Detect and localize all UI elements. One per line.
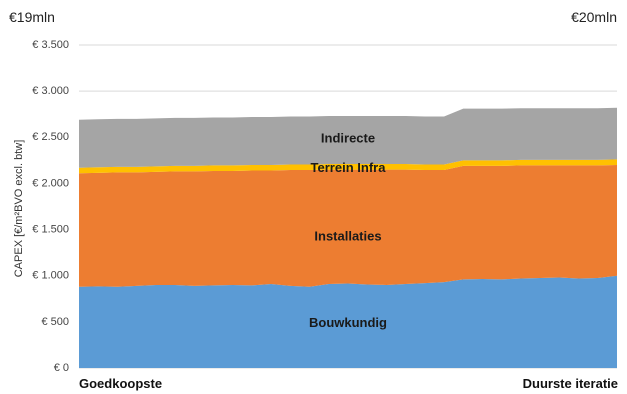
area-terrein-infra — [79, 159, 617, 174]
area-indirecte — [79, 107, 617, 168]
y-tick-label: € 0 — [54, 362, 69, 374]
series-label-bouwkundig: Bouwkundig — [309, 315, 387, 330]
area-bouwkundig — [79, 275, 617, 368]
y-tick-label: € 500 — [41, 316, 69, 328]
y-tick-label: € 1.500 — [32, 223, 69, 235]
y-tick-label: € 2.500 — [32, 131, 69, 143]
y-tick-label: € 2.000 — [32, 177, 69, 189]
series-label-indirecte: Indirecte — [321, 131, 375, 146]
corner-label-left: €19mln — [9, 9, 55, 25]
x-start-label: Goedkoopste — [79, 376, 163, 391]
y-axis-label: CAPEX [€/m²BVO excl. btw] — [13, 140, 25, 278]
corner-label-right: €20mln — [571, 9, 617, 25]
series-label-terrein-infra: Terrein Infra — [311, 160, 387, 175]
y-tick-label: € 3.500 — [32, 39, 69, 51]
area-installaties — [79, 164, 617, 287]
y-tick-label: € 3.000 — [32, 85, 69, 97]
y-tick-label: € 1.000 — [32, 270, 69, 282]
x-end-label: Duurste iteratie — [522, 376, 618, 391]
series-label-installaties: Installaties — [314, 228, 381, 243]
